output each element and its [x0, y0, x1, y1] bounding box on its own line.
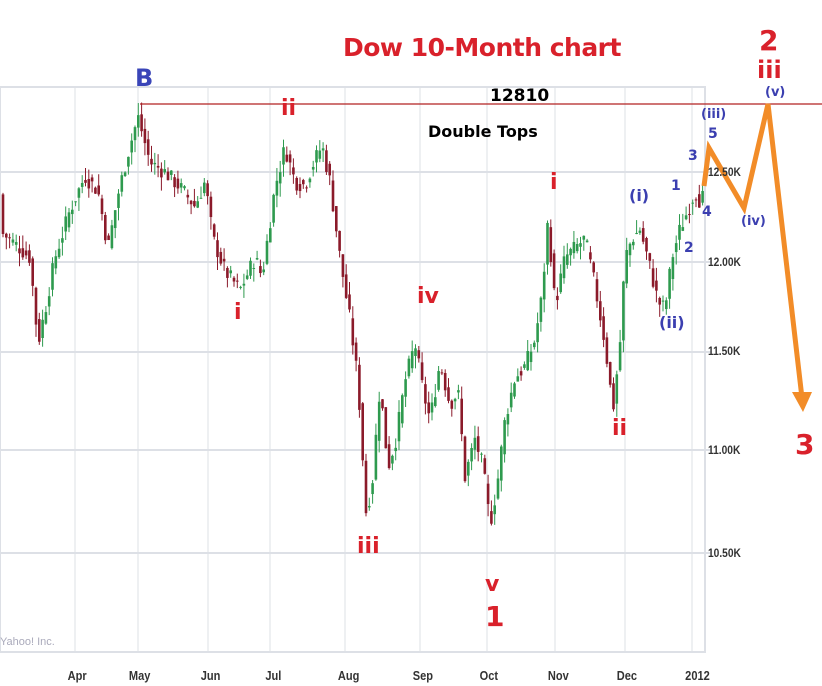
wave-label-iv-sep: iv — [417, 284, 439, 309]
wave-label-minor-3: 3 — [688, 148, 698, 164]
wave-label-minor-4: 4 — [702, 204, 712, 220]
wave-label-sub-iv: (iv) — [741, 214, 766, 229]
x-tick-jun: Jun — [200, 668, 221, 683]
x-tick-oct: Oct — [479, 668, 499, 683]
wave-label-sub-v: (v) — [765, 85, 786, 100]
y-tick-12000: 12.00K — [708, 255, 741, 269]
chart-credit: Yahoo! Inc. — [0, 636, 55, 648]
x-tick-nov: Nov — [547, 668, 569, 683]
y-tick-11000: 11.00K — [708, 443, 741, 457]
double-tops-label: Double Tops — [428, 122, 538, 141]
x-tick-apr: Apr — [67, 668, 87, 683]
x-tick-may: May — [128, 668, 151, 683]
x-tick-aug: Aug — [337, 668, 360, 683]
wave-label-minor-1: 1 — [671, 178, 681, 194]
wave-label-sub-ii: (ii) — [659, 313, 685, 332]
wave-label-ii-nov: ii — [612, 416, 628, 441]
x-tick-2012: 2012 — [685, 668, 710, 683]
y-tick-10500: 10.50K — [708, 546, 741, 560]
wave-label-B: B — [135, 64, 154, 92]
wave-label-i-nov: i — [550, 170, 558, 195]
wave-label-sub-i: (i) — [629, 186, 650, 205]
grid — [0, 86, 711, 653]
wave-label-3: 3 — [795, 428, 815, 461]
wave-label-i-june: i — [234, 300, 242, 325]
wave-label-minor-2: 2 — [684, 240, 694, 256]
wave-label-iii-aug: iii — [357, 534, 380, 559]
wave-label-iii-top: iii — [757, 56, 782, 84]
wave-label-sub-iii: (iii) — [701, 107, 727, 122]
y-tick-11500: 11.50K — [708, 344, 741, 358]
chart-title: Dow 10-Month chart — [343, 33, 621, 62]
x-tick-sep: Sep — [412, 668, 434, 683]
x-tick-dec: Dec — [616, 668, 638, 683]
wave-label-v-oct: v — [485, 572, 500, 597]
projection-path — [701, 103, 805, 399]
x-tick-jul: Jul — [265, 668, 282, 683]
wave-label-1: 1 — [485, 600, 505, 633]
candles — [1, 102, 704, 526]
wave-label-ii-july: ii — [281, 96, 297, 121]
wave-label-minor-5: 5 — [708, 126, 718, 142]
resistance-label: 12810 — [490, 86, 550, 106]
y-tick-12500: 12.50K — [708, 165, 741, 179]
projection-arrowhead — [792, 392, 812, 412]
wave-label-2: 2 — [759, 24, 779, 57]
